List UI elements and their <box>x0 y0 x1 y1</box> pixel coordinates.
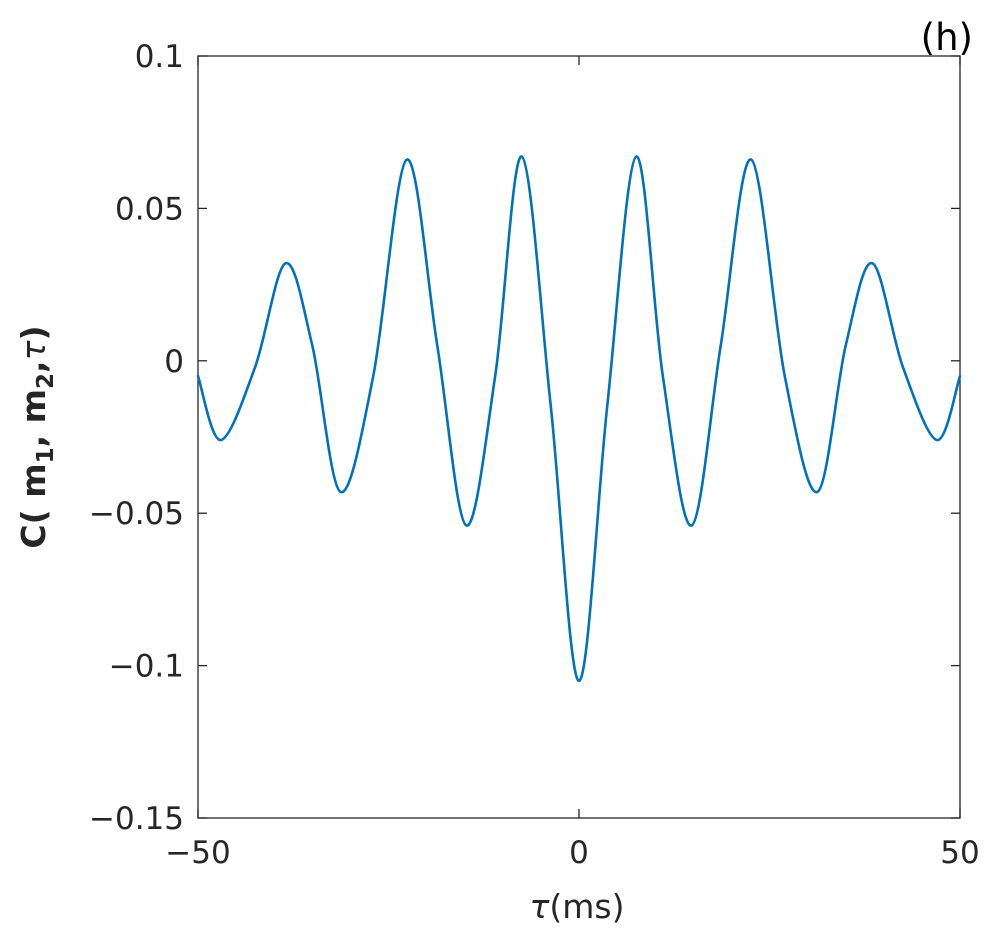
panel-label: (h) <box>921 16 973 59</box>
y-tick-label: −0.1 <box>109 649 184 685</box>
y-tick-label: 0 <box>164 344 184 380</box>
y-label-symbol: τ <box>14 339 53 360</box>
x-tick-label: 0 <box>569 835 589 871</box>
x-tick-label: 50 <box>940 835 979 871</box>
y-label-prefix: C( m <box>14 463 53 548</box>
y-tick-label: −0.15 <box>89 801 184 837</box>
y-tick-label: 0.05 <box>115 191 184 227</box>
plot-area <box>196 55 962 819</box>
tick-marks <box>197 55 961 819</box>
x-tick-label: −50 <box>165 835 230 871</box>
y-tick-label: 0.1 <box>135 39 184 75</box>
y-label-mid: , m <box>14 389 53 447</box>
y-label-sub2: 2 <box>33 373 59 389</box>
x-axis-label: τ(ms) <box>530 887 625 926</box>
x-axis-unit: (ms) <box>549 887 624 926</box>
y-axis-label: C( m1, m2,τ) <box>14 325 59 548</box>
series-line <box>196 155 962 683</box>
x-tick-labels: −50 0 50 <box>165 835 979 871</box>
x-axis-symbol: τ <box>530 887 551 926</box>
y-label-sub1: 1 <box>33 447 59 463</box>
y-label-suffix: ) <box>14 325 53 340</box>
y-tick-label: −0.05 <box>89 496 184 532</box>
y-label-sep: , <box>14 360 53 373</box>
y-tick-labels: −0.15 −0.1 −0.05 0 0.05 0.1 <box>89 39 184 837</box>
